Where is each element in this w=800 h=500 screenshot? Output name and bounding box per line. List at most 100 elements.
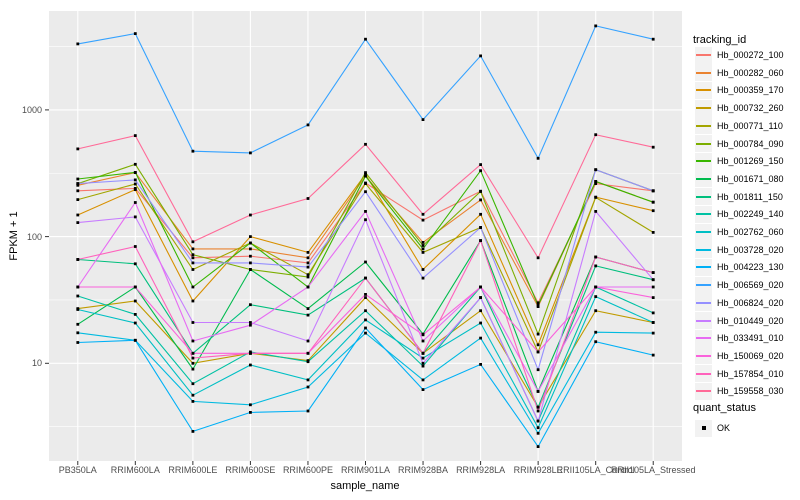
data-point — [536, 409, 540, 413]
legend-label: Hb_159558_030 — [717, 386, 784, 397]
legend-entry-Hb_001811_150: Hb_001811_150 — [695, 188, 783, 206]
data-point — [594, 340, 598, 344]
data-point — [594, 285, 598, 289]
data-point — [651, 271, 655, 274]
data-point — [306, 197, 310, 200]
data-point — [133, 313, 137, 316]
line-swatch-icon — [696, 195, 711, 198]
data-point — [133, 178, 137, 182]
line-swatch-icon — [696, 372, 711, 375]
data-point — [76, 147, 80, 151]
data-point — [594, 264, 598, 268]
legend-entry-Hb_033491_010: Hb_033491_010 — [695, 329, 784, 347]
legend-key-swatch — [695, 382, 712, 400]
legend-key-swatch — [695, 241, 712, 259]
legend-label: Hb_150069_020 — [717, 350, 784, 361]
legend-entry-Hb_001269_150: Hb_001269_150 — [695, 152, 784, 170]
data-point — [536, 350, 540, 354]
data-point — [479, 212, 482, 216]
data-point — [479, 309, 482, 313]
legend-key-swatch — [695, 276, 712, 294]
data-point — [191, 430, 195, 433]
data-point — [364, 190, 367, 194]
data-point — [421, 388, 425, 391]
legend-key-swatch — [695, 135, 712, 152]
data-point — [421, 212, 425, 216]
legend-label: Hb_000282_060 — [717, 67, 784, 78]
legend-entry-Hb_150069_020: Hb_150069_020 — [695, 347, 784, 365]
x-tick-label-RRIM600LA: RRIM600LA — [110, 465, 160, 475]
data-point — [364, 326, 367, 330]
data-point — [479, 54, 482, 58]
legend-key-swatch — [695, 312, 712, 329]
data-point — [76, 183, 80, 187]
legend-label: Hb_001671_080 — [717, 173, 784, 184]
x-tick-label-RRIM928LA: RRIM928LA — [456, 465, 506, 475]
line-swatch-icon — [696, 248, 711, 251]
data-point — [76, 42, 80, 46]
x-tick-label-RRIM928LE: RRIM928LE — [513, 465, 563, 475]
data-point — [421, 339, 425, 343]
data-point — [133, 162, 137, 166]
data-point — [479, 285, 482, 289]
data-point — [306, 123, 310, 127]
data-point — [249, 241, 252, 245]
data-point — [249, 303, 252, 307]
data-point — [536, 431, 540, 435]
data-point — [249, 323, 252, 327]
data-point — [76, 213, 80, 217]
data-point — [364, 171, 367, 174]
data-point — [191, 361, 195, 365]
legend-key-swatch — [695, 329, 712, 347]
legend-title-tracking-id: tracking_id — [693, 34, 747, 46]
data-point — [76, 189, 80, 193]
legend-entry-Hb_000272_100: Hb_000272_100 — [695, 46, 784, 64]
legend-entry-quant-ok: OK — [695, 419, 730, 437]
data-point — [191, 285, 195, 289]
data-point — [76, 177, 80, 181]
data-point — [133, 188, 137, 191]
line-swatch-icon — [696, 354, 711, 357]
data-point — [594, 168, 598, 172]
data-point — [133, 245, 137, 248]
data-point — [76, 341, 80, 344]
legend-entry-Hb_000771_110: Hb_000771_110 — [695, 117, 783, 135]
data-point — [306, 273, 310, 277]
data-point — [651, 285, 655, 289]
data-point — [249, 268, 252, 271]
legend-entry-Hb_002249_140: Hb_002249_140 — [695, 205, 784, 223]
data-point — [76, 182, 80, 185]
legend-entry-Hb_002762_060: Hb_002762_060 — [695, 223, 784, 241]
data-point — [479, 239, 482, 242]
data-point — [133, 134, 137, 137]
data-point — [651, 145, 655, 149]
data-point — [306, 351, 310, 355]
legend-entry-Hb_000784_090: Hb_000784_090 — [695, 135, 784, 153]
data-point — [651, 321, 655, 324]
legend-key-swatch — [695, 170, 712, 188]
legend-key-swatch — [695, 294, 712, 312]
line-swatch-icon — [696, 301, 711, 304]
data-point — [133, 215, 137, 219]
legend-entry-Hb_157854_010: Hb_157854_010 — [695, 365, 784, 383]
data-point — [364, 318, 367, 322]
data-point — [306, 256, 310, 260]
legend-label: Hb_002762_060 — [717, 227, 784, 237]
legend-key-swatch — [695, 46, 712, 64]
data-point — [651, 278, 655, 282]
line-swatch-icon — [696, 142, 711, 145]
data-point — [249, 363, 252, 367]
data-point — [306, 313, 310, 317]
data-point — [133, 338, 137, 342]
data-point — [76, 285, 80, 289]
data-point — [364, 210, 367, 213]
legend-label: Hb_000771_110 — [717, 120, 783, 131]
data-point — [191, 240, 195, 244]
data-point — [306, 360, 310, 364]
data-point — [364, 182, 367, 185]
legend-key-swatch — [695, 347, 712, 365]
data-point — [594, 133, 598, 137]
data-point — [536, 332, 540, 336]
data-point — [479, 296, 482, 299]
